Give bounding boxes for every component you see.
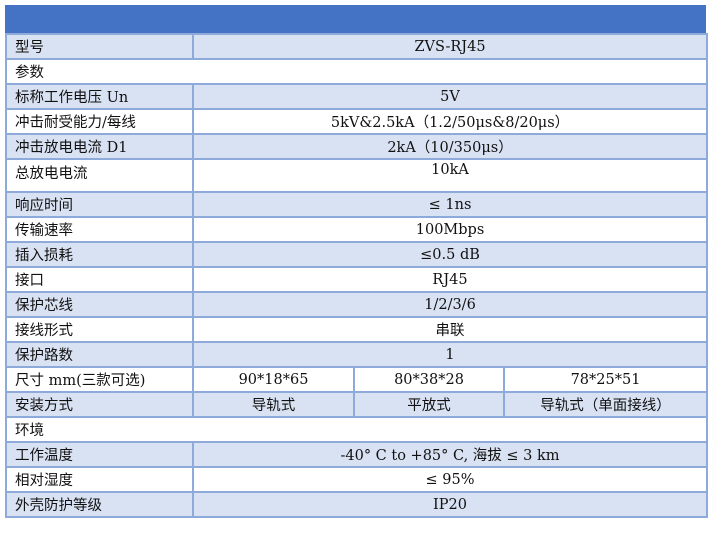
table-row: 标称工作电压 Un 5V [5,83,709,110]
row-option-value: 90*18*65 [192,366,355,393]
table-row: 环境 [4,416,709,443]
row-value: 串联 [191,316,709,343]
row-label: 外壳防护等级 [5,491,194,518]
row-option-value: 导轨式 [192,391,355,418]
row-label: 标称工作电压 Un [5,83,194,110]
row-label: 安装方式 [5,391,194,418]
row-option-value: 导轨式（单面接线） [502,391,709,418]
row-value: 1/2/3/6 [191,291,709,318]
table-row: 传输速率 100Mbps [5,216,709,243]
row-value: IP20 [191,491,709,518]
row-value: 5V [191,83,709,110]
row-label: 接线形式 [5,316,194,343]
table-row: 接线形式 串联 [5,316,709,343]
row-option-value: 平放式 [353,391,505,418]
row-label: 冲击耐受能力/每线 [5,108,194,135]
table-row: 响应时间 ≤ 1ns [5,191,709,218]
row-label: 参数 [4,58,709,85]
table-row: 插入损耗 ≤0.5 dB [5,241,709,268]
row-label: 冲击放电电流 D1 [5,133,194,160]
table-row: 保护路数 1 [5,341,709,368]
row-value: 10kA [191,158,709,193]
row-label: 保护路数 [5,341,194,368]
spec-table: 型号 ZVS-RJ45 参数 标称工作电压 Un 5V 冲击耐受能力/每线 5kV&2.5k… [4,33,709,518]
row-label: 环境 [4,416,709,443]
row-value: 2kA（10/350μs） [191,133,709,160]
table-row: 型号 ZVS-RJ45 [5,33,709,60]
spec-table-container: 型号 ZVS-RJ45 参数 标称工作电压 Un 5V 冲击耐受能力/每线 5kV&2.5k… [4,5,709,518]
row-label: 尺寸 mm(三款可选) [5,366,194,393]
table-row: 外壳防护等级 IP20 [5,491,709,518]
row-option-value: 78*25*51 [502,366,709,393]
table-row: 冲击放电电流 D1 2kA（10/350μs） [5,133,709,160]
row-value: ZVS-RJ45 [191,33,709,60]
table-row: 尺寸 mm(三款可选) 90*18*65 80*38*28 78*25*51 [5,366,709,393]
row-value: ≤ 1ns [191,191,709,218]
row-value: ≤0.5 dB [191,241,709,268]
row-label: 总放电电流 [5,158,194,193]
table-row: 冲击耐受能力/每线 5kV&2.5kA（1.2/50μs&8/20μs） [5,108,709,135]
row-value: -40° C to +85° C, 海拔 ≤ 3 km [191,441,709,468]
table-row: 接口 RJ45 [5,266,709,293]
table-row: 总放电电流 10kA [5,158,709,193]
row-label: 相对湿度 [5,466,194,493]
row-value: ≤ 95% [191,466,709,493]
row-value: RJ45 [191,266,709,293]
row-label: 传输速率 [5,216,194,243]
row-label: 接口 [5,266,194,293]
table-header-bar [5,5,706,33]
row-value: 1 [191,341,709,368]
table-row: 安装方式 导轨式 平放式 导轨式（单面接线） [5,391,709,418]
row-option-value: 80*38*28 [353,366,505,393]
table-row: 工作温度 -40° C to +85° C, 海拔 ≤ 3 km [5,441,709,468]
table-row: 保护芯线 1/2/3/6 [5,291,709,318]
row-label: 插入损耗 [5,241,194,268]
row-value: 5kV&2.5kA（1.2/50μs&8/20μs） [191,108,709,135]
row-label: 型号 [5,33,194,60]
table-row: 相对湿度 ≤ 95% [5,466,709,493]
row-label: 保护芯线 [5,291,194,318]
row-label: 工作温度 [5,441,194,468]
table-row: 参数 [4,58,709,85]
row-value: 100Mbps [191,216,709,243]
row-label: 响应时间 [5,191,194,218]
